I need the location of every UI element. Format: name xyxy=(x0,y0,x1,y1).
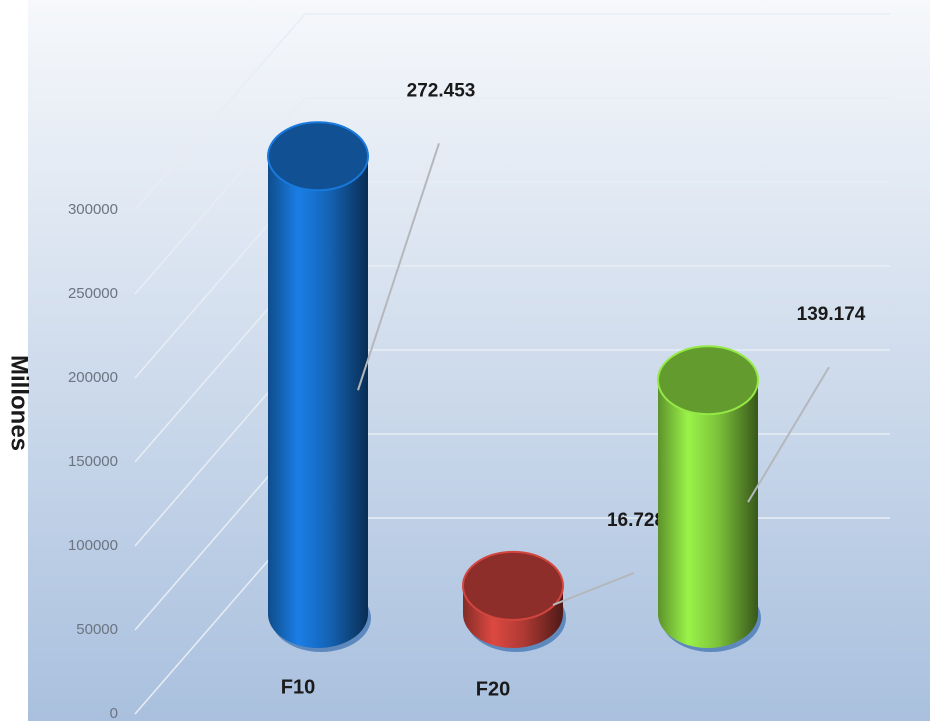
bar xyxy=(267,121,371,652)
y-axis-label: Millones xyxy=(6,355,33,451)
y-tick-label: 50000 xyxy=(76,621,118,638)
bar xyxy=(462,550,566,652)
bar xyxy=(657,345,761,652)
leader-line xyxy=(747,366,830,503)
x-tick-label: F20 xyxy=(476,678,510,700)
grid-line xyxy=(134,13,306,211)
bar-top xyxy=(267,121,369,192)
bar-body xyxy=(658,380,758,648)
value-label: 16.728 xyxy=(607,510,665,531)
y-tick-label: 150000 xyxy=(68,453,118,470)
grid-line xyxy=(134,97,306,295)
leader-line xyxy=(357,142,440,391)
y-tick-label: 100000 xyxy=(68,537,118,554)
bar-top xyxy=(657,345,759,416)
bar-top xyxy=(462,550,564,621)
bar-body xyxy=(268,156,368,648)
x-tick-label: F10 xyxy=(281,676,315,698)
y-tick-label: 300000 xyxy=(68,201,118,218)
y-tick-label: 250000 xyxy=(68,285,118,302)
value-label: 272.453 xyxy=(407,80,476,101)
value-label: 139.174 xyxy=(797,304,866,325)
leader-line xyxy=(552,571,635,606)
y-tick-label: 200000 xyxy=(68,369,118,386)
y-tick-label: 0 xyxy=(110,705,118,721)
